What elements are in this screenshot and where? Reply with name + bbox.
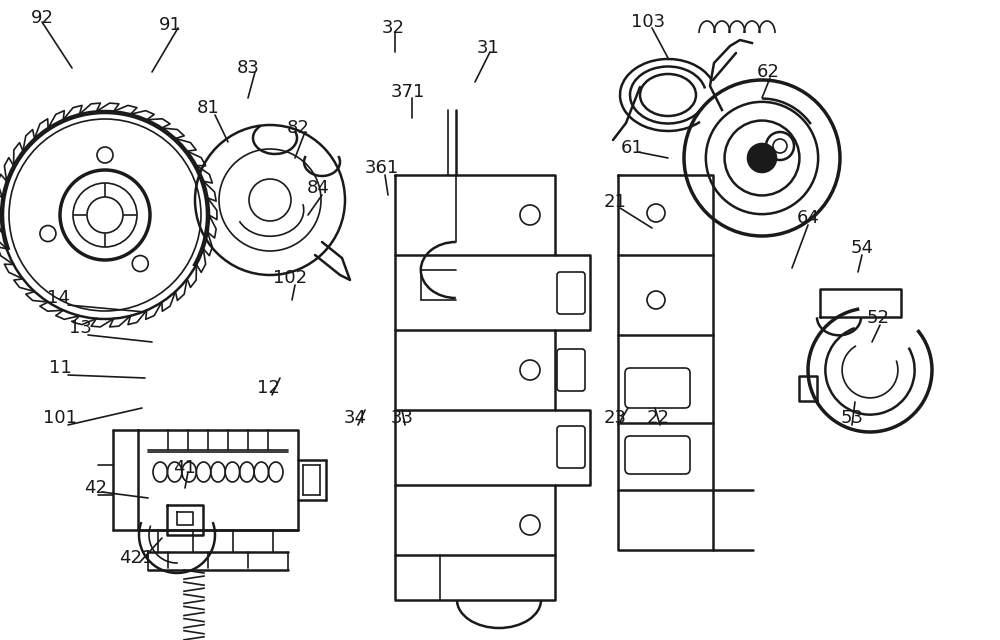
Text: 41: 41 — [173, 459, 195, 477]
Text: 12: 12 — [257, 379, 279, 397]
Text: 103: 103 — [631, 13, 665, 31]
Text: 34: 34 — [344, 409, 367, 427]
Text: 21: 21 — [604, 193, 626, 211]
Text: 81: 81 — [197, 99, 219, 117]
Text: 11: 11 — [49, 359, 71, 377]
Text: 102: 102 — [273, 269, 307, 287]
Text: 31: 31 — [477, 39, 499, 57]
Text: 82: 82 — [287, 119, 309, 137]
Text: 42: 42 — [85, 479, 108, 497]
Text: 371: 371 — [391, 83, 425, 101]
Text: 62: 62 — [757, 63, 779, 81]
Text: 53: 53 — [840, 409, 863, 427]
Text: 32: 32 — [382, 19, 404, 37]
Circle shape — [748, 144, 776, 172]
Text: 14: 14 — [47, 289, 69, 307]
Text: 13: 13 — [69, 319, 91, 337]
Text: 101: 101 — [43, 409, 77, 427]
Text: 22: 22 — [646, 409, 670, 427]
Text: 23: 23 — [604, 409, 626, 427]
Text: 64: 64 — [797, 209, 819, 227]
Text: 421: 421 — [119, 549, 153, 567]
Circle shape — [754, 150, 770, 166]
Text: 361: 361 — [365, 159, 399, 177]
Text: 84: 84 — [307, 179, 329, 197]
Text: 33: 33 — [390, 409, 414, 427]
Text: 91: 91 — [159, 16, 181, 34]
Text: 54: 54 — [850, 239, 874, 257]
Text: 61: 61 — [621, 139, 643, 157]
Text: 83: 83 — [237, 59, 259, 77]
Text: 52: 52 — [866, 309, 890, 327]
Text: 92: 92 — [31, 9, 54, 27]
